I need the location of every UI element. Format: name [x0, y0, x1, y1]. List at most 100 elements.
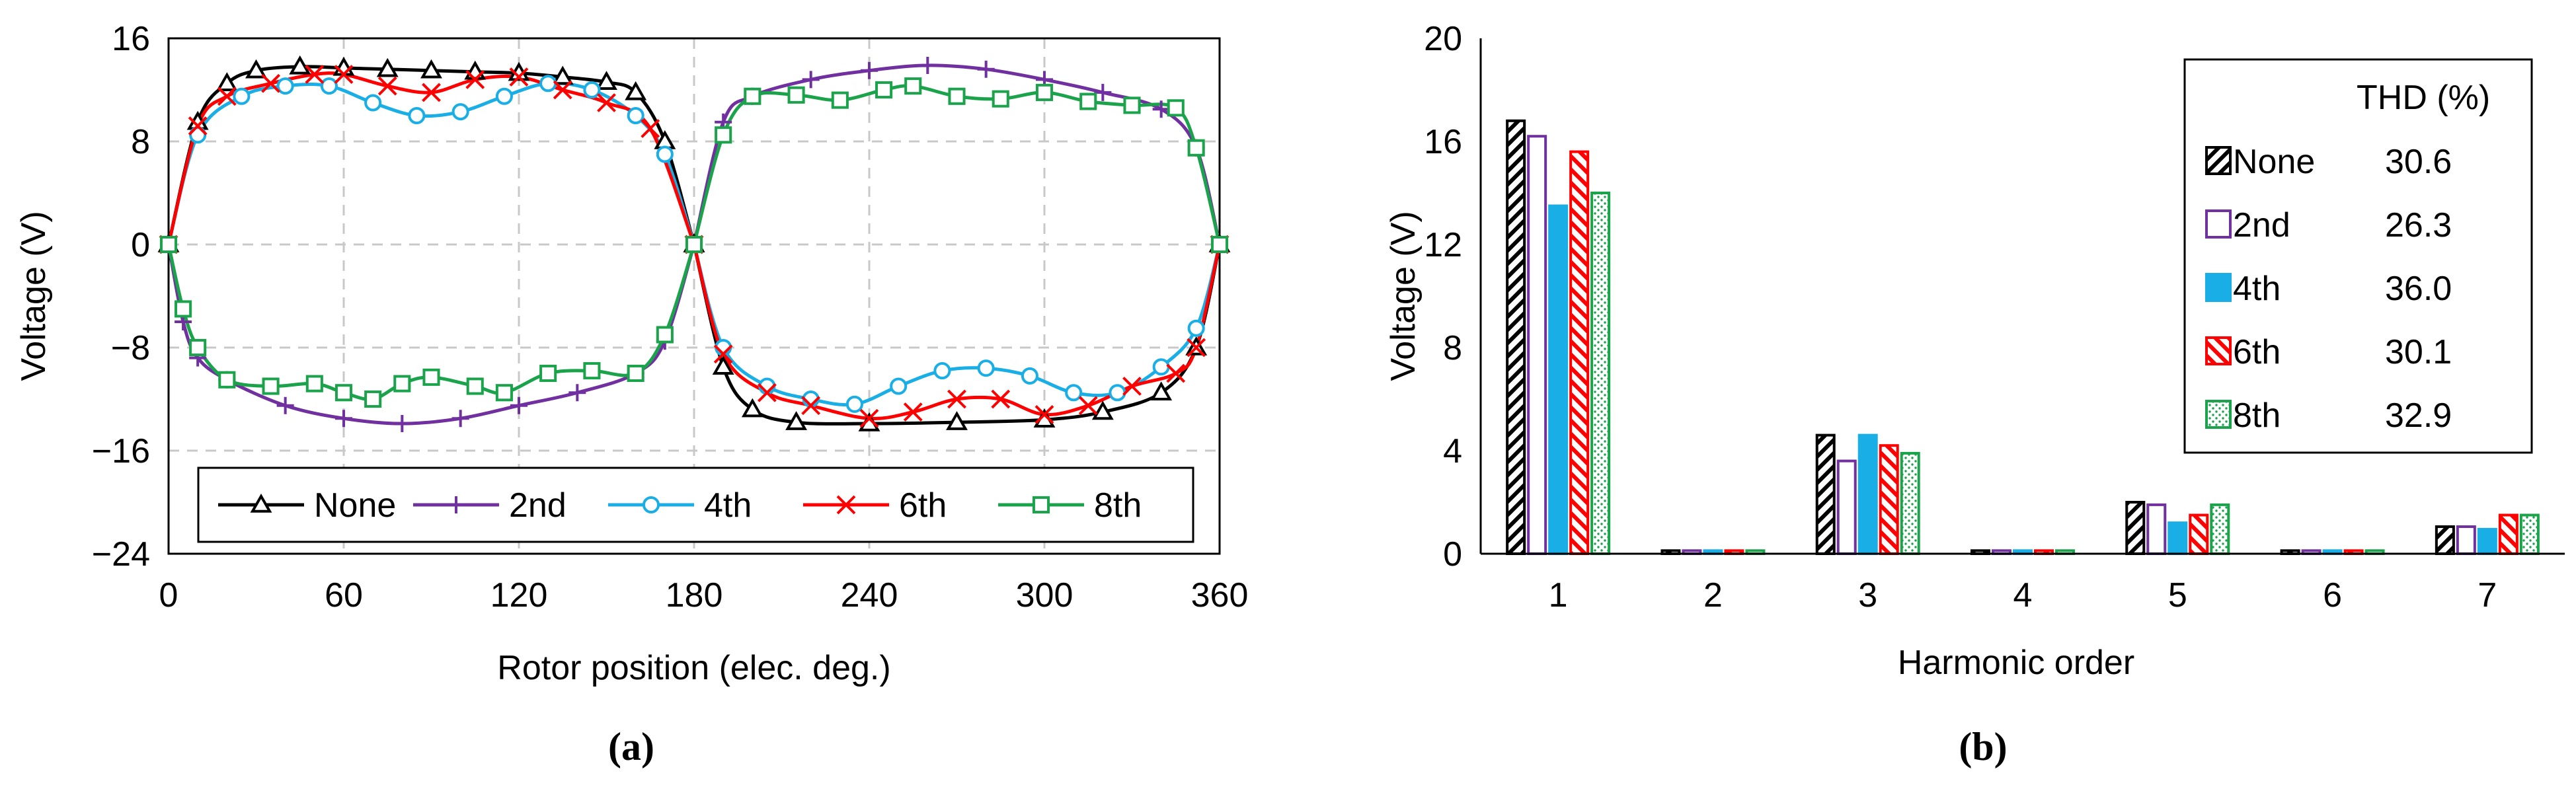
- a-marker-6th: [947, 389, 966, 409]
- a-marker-8th: [1210, 235, 1229, 254]
- a-legend-label-none: None: [314, 486, 396, 525]
- a-marker-4th: [845, 395, 863, 413]
- b-legend-thd-4th: 36.0: [2385, 270, 2452, 308]
- a-marker-4th: [890, 377, 908, 395]
- a-marker-4th: [1152, 358, 1170, 376]
- a-series-line-2nd-phasea: [167, 244, 696, 426]
- a-marker-4th: [1065, 384, 1083, 402]
- b-legend-thd-2nd: 26.3: [2385, 206, 2452, 244]
- b-bar-none-h1: [1506, 119, 1526, 556]
- a-marker-6th: [758, 383, 777, 402]
- a-marker-6th: [641, 119, 660, 138]
- a-marker-6th: [903, 402, 923, 422]
- b-y-tick-label: 20: [1424, 20, 1462, 58]
- a-marker-8th: [787, 86, 805, 104]
- a-marker-4th: [1187, 319, 1205, 337]
- panel-a-line-chart: 0 60 120 180 240 300 360 16 8 0 −8 −16 −24 Rotor pos…: [15, 20, 1248, 768]
- a-marker-8th: [831, 91, 849, 109]
- a-marker-4th: [408, 106, 426, 125]
- b-bar-8th-h7: [2519, 513, 2540, 555]
- b-legend-swatch-none: [2205, 146, 2232, 175]
- a-marker-6th: [188, 116, 208, 136]
- a-marker-8th: [583, 362, 601, 380]
- b-bar-2nd-h3: [1836, 459, 1857, 555]
- a-marker-6th: [1166, 363, 1186, 383]
- b-x-tick-label: 4: [2013, 576, 2033, 615]
- a-marker-2nd: [510, 396, 527, 414]
- a-marker-8th: [262, 377, 280, 395]
- b-x-tick-label: 2: [1703, 576, 1723, 615]
- a-marker-2nd: [802, 71, 820, 89]
- b-x-tick-label: 3: [1858, 576, 1877, 615]
- a-marker-4th: [233, 87, 251, 105]
- b-legend-thd-8th: 32.9: [2385, 396, 2452, 435]
- a-marker-8th: [948, 87, 966, 105]
- a-marker-8th: [1123, 96, 1141, 114]
- a-marker-8th: [495, 384, 513, 402]
- b-legend-swatch-6th: [2205, 336, 2232, 365]
- a-x-tick-label: 60: [325, 576, 363, 615]
- a-series-line-2nd-phaseb: [692, 63, 1222, 245]
- a-marker-none: [741, 398, 763, 418]
- a-marker-6th: [217, 87, 237, 106]
- a-series-line-4th-phasea: [167, 81, 696, 245]
- a-marker-4th: [627, 106, 644, 125]
- a-panel-label: (a): [608, 725, 654, 768]
- a-marker-6th: [1187, 338, 1206, 357]
- a-marker-8th: [364, 390, 382, 408]
- a-marker-4th: [495, 87, 513, 105]
- a-marker-8th: [334, 384, 353, 402]
- b-y-tick-label: 4: [1443, 432, 1462, 470]
- b-bar-8th-h3: [1900, 451, 1920, 556]
- a-marker-8th: [627, 364, 644, 383]
- a-marker-8th: [715, 126, 732, 144]
- a-marker-6th: [597, 93, 616, 112]
- a-marker-8th: [744, 87, 761, 105]
- b-legend-box: [2183, 58, 2533, 454]
- a-marker-2nd: [977, 60, 995, 78]
- a-marker-none: [712, 355, 734, 375]
- b-legend-label-6th: 6th: [2233, 333, 2281, 371]
- b-bar-2nd-h1: [1527, 135, 1547, 555]
- a-marker-none: [1091, 400, 1114, 420]
- b-bar-4th-h5: [2167, 521, 2188, 556]
- b-legend-swatch-2nd: [2205, 209, 2232, 239]
- b-bar-4th-h7: [2477, 527, 2497, 556]
- b-legend-label-4th: 4th: [2233, 270, 2281, 308]
- a-marker-none: [245, 59, 267, 79]
- b-bar-6th-h3: [1879, 444, 1899, 556]
- a-x-tick-label: 240: [841, 576, 898, 615]
- b-panel-label: (b): [1959, 725, 2007, 768]
- b-legend-swatch-4th: [2205, 273, 2232, 302]
- b-legend-swatch-8th: [2205, 400, 2232, 429]
- a-x-tick-label: 360: [1191, 576, 1249, 615]
- b-legend: THD (%) None 30.6 2nd 26.3 4th 36.0 6th 30.1 8th…: [2183, 58, 2533, 454]
- a-x-tick-label: 0: [159, 576, 178, 615]
- a-y-axis-label: Voltage (V): [15, 211, 53, 381]
- a-marker-2nd: [861, 61, 878, 79]
- a-legend-marker-6th: [836, 495, 856, 515]
- a-marker-6th: [377, 76, 397, 96]
- a-marker-6th: [509, 67, 529, 87]
- a-marker-6th: [553, 80, 572, 100]
- a-marker-2nd: [1152, 100, 1170, 118]
- a-marker-none: [215, 72, 238, 91]
- a-marker-2nd: [335, 410, 352, 428]
- b-y-axis-label: Voltage (V): [1384, 211, 1423, 381]
- a-x-tick-label: 300: [1016, 576, 1073, 615]
- a-marker-6th: [1034, 404, 1054, 424]
- b-bar-2nd-h5: [2146, 503, 2167, 556]
- a-marker-6th: [305, 65, 325, 85]
- a-marker-4th: [933, 362, 951, 380]
- a-marker-4th: [1109, 384, 1126, 402]
- b-y-tick-label: 12: [1424, 226, 1462, 264]
- a-y-tick-label: 8: [131, 123, 150, 161]
- b-bar-4th-h3: [1857, 433, 1878, 555]
- a-marker-8th: [393, 375, 411, 392]
- a-marker-2nd: [919, 56, 937, 74]
- a-marker-8th: [875, 81, 893, 99]
- b-legend-label-none: None: [2233, 143, 2315, 181]
- b-bar-6th-h5: [2189, 513, 2209, 555]
- a-marker-8th: [685, 235, 703, 254]
